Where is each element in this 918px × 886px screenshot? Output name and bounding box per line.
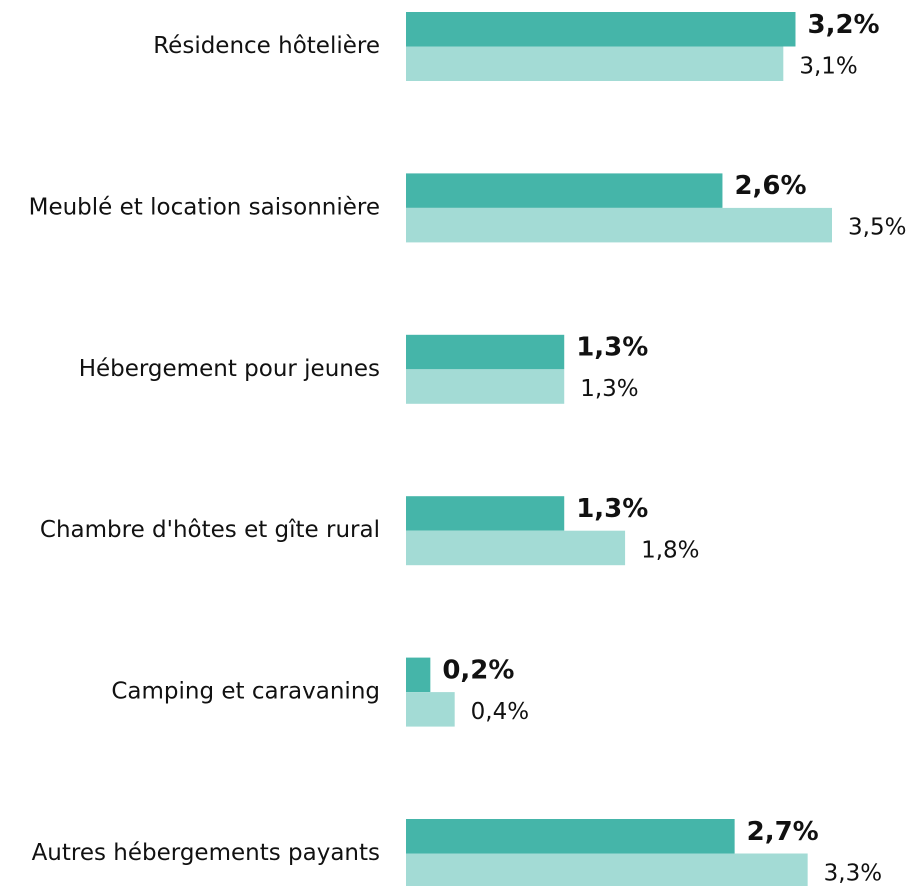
- value-label: 1,3%: [576, 494, 648, 524]
- value-label: 2,6%: [734, 171, 806, 201]
- value-label: 1,3%: [580, 376, 638, 402]
- value-label: 1,8%: [641, 537, 699, 563]
- category-label: Meublé et location saisonnière: [29, 194, 380, 220]
- value-label: 0,2%: [442, 655, 514, 685]
- value-label: 3,2%: [807, 10, 879, 40]
- category-label: Autres hébergements payants: [32, 840, 380, 866]
- value-label: 3,3%: [824, 860, 882, 886]
- value-label: 3,1%: [799, 53, 857, 79]
- category-label: Camping et caravaning: [111, 679, 380, 705]
- bar: [406, 207, 832, 243]
- value-label: 2,7%: [747, 817, 819, 847]
- bar: [406, 530, 626, 566]
- bar: [406, 12, 796, 47]
- category-label: Hébergement pour jeunes: [79, 356, 380, 382]
- category-label: Résidence hôtelière: [153, 33, 380, 59]
- bar: [406, 657, 431, 693]
- bar: [406, 496, 565, 531]
- bar: [406, 369, 565, 404]
- bar: [406, 853, 808, 886]
- bar: [406, 692, 455, 727]
- bar: [406, 46, 784, 81]
- bar: [406, 173, 723, 208]
- bar: [406, 334, 565, 370]
- value-label: 0,4%: [471, 699, 529, 725]
- value-label: 3,5%: [848, 215, 906, 241]
- category-label: Chambre d'hôtes et gîte rural: [40, 517, 380, 543]
- value-label: 1,3%: [576, 333, 648, 363]
- bar: [406, 819, 735, 854]
